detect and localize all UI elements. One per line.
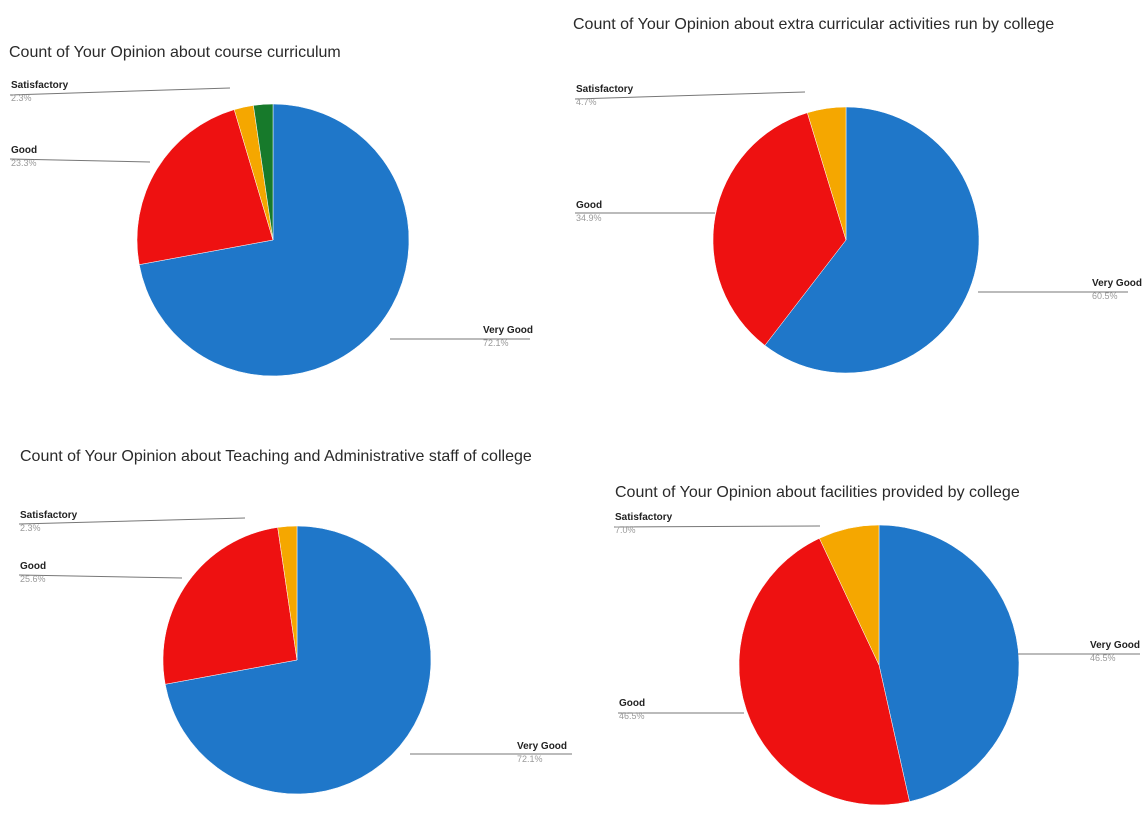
leader-line xyxy=(574,91,806,100)
pie-slice-good xyxy=(162,527,298,685)
chart-title: Count of Your Opinion about extra curric… xyxy=(573,16,1055,33)
pie-slice-satisfactory xyxy=(819,524,880,666)
pie-slice-very-good xyxy=(138,103,410,377)
pie-slice-satisfactory xyxy=(277,525,298,661)
pie-slice-very-good xyxy=(164,525,432,795)
pie-slice-good xyxy=(136,109,274,265)
leader-line xyxy=(9,158,151,163)
slice-percent-label: 7.0% xyxy=(615,525,636,535)
slice-percent-label: 2.3% xyxy=(11,93,32,103)
chart-title: Count of Your Opinion about course curri… xyxy=(9,44,341,61)
leader-line xyxy=(18,517,246,525)
slice-label: Very Good xyxy=(483,325,533,336)
pie-slice-other xyxy=(253,103,274,241)
pie-chart: Satisfactory 2.3% Good 25.6% Very Good 72.1% xyxy=(18,510,572,795)
pie-slice-good xyxy=(712,112,847,346)
slice-label: Satisfactory xyxy=(615,512,673,523)
pie-chart: Satisfactory 4.7% Good 34.9% Very Good 60.5% xyxy=(574,84,1142,374)
slice-label: Very Good xyxy=(517,741,567,752)
leader-line xyxy=(9,87,231,96)
pie-slice-good xyxy=(738,537,910,806)
slice-percent-label: 46.5% xyxy=(1090,653,1116,663)
pie-slice-very-good xyxy=(878,524,1020,802)
leader-line xyxy=(613,525,821,528)
slice-percent-label: 25.6% xyxy=(20,574,46,584)
pie-slice-satisfactory xyxy=(807,106,847,241)
slice-percent-label: 2.3% xyxy=(20,523,41,533)
slice-label: Good xyxy=(11,145,37,156)
slice-label: Satisfactory xyxy=(20,510,78,521)
pie-slice-very-good xyxy=(764,106,980,374)
slice-percent-label: 4.7% xyxy=(576,97,597,107)
slice-label: Satisfactory xyxy=(11,80,69,91)
slice-percent-label: 72.1% xyxy=(483,338,509,348)
slice-label: Very Good xyxy=(1090,640,1140,651)
slice-label: Good xyxy=(20,561,46,572)
leader-line xyxy=(18,574,183,579)
chart-title: Count of Your Opinion about Teaching and… xyxy=(20,448,532,465)
slice-percent-label: 34.9% xyxy=(576,213,602,223)
slice-label: Good xyxy=(619,698,645,709)
slice-label: Satisfactory xyxy=(576,84,634,95)
slice-percent-label: 23.3% xyxy=(11,158,37,168)
slice-label: Good xyxy=(576,200,602,211)
slice-label: Very Good xyxy=(1092,278,1142,289)
slice-percent-label: 46.5% xyxy=(619,711,645,721)
chart-title: Count of Your Opinion about facilities p… xyxy=(615,484,1020,501)
slice-percent-label: 72.1% xyxy=(517,754,543,764)
slice-percent-label: 60.5% xyxy=(1092,291,1118,301)
pie-chart: Satisfactory 2.3% Good 23.3% Very Good 72.1% xyxy=(9,80,533,377)
